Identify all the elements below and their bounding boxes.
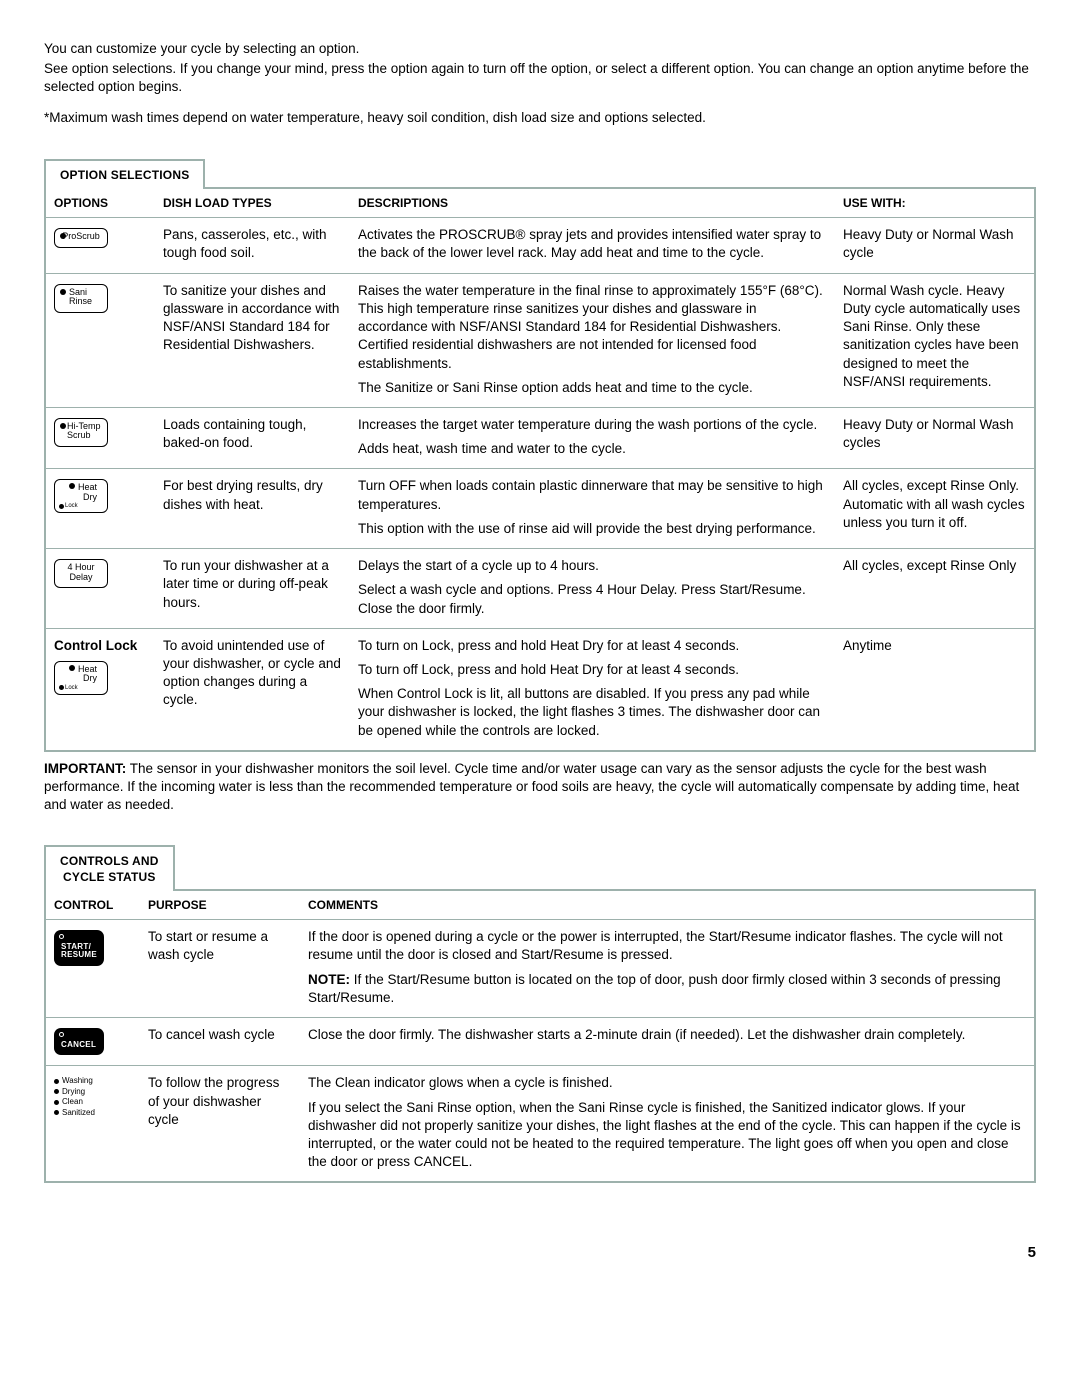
controllock-desc: To turn on Lock, press and hold Heat Dry… [350,628,835,751]
hitemp-dishload: Loads containing tough, baked-on food. [155,408,350,469]
cancel-icon: CANCEL [54,1028,104,1055]
status-comments: The Clean indicator glows when a cycle i… [300,1066,1035,1183]
controls-th-comments: COMMENTS [300,890,1035,920]
proscrub-icon: ProScrub [54,228,108,247]
proscrub-dishload: Pans, casseroles, etc., with tough food … [155,218,350,273]
heatdry-dishload: For best drying results, dry dishes with… [155,469,350,549]
page-number: 5 [44,1243,1036,1263]
options-th-descriptions: DESCRIPTIONS [350,188,835,218]
cancel-comments: Close the door firmly. The dishwasher st… [300,1017,1035,1065]
important-note: IMPORTANT: The sensor in your dishwasher… [44,760,1036,815]
four-hour-delay-icon: 4 Hour Delay [54,559,108,588]
start-comments: If the door is opened during a cycle or … [300,920,1035,1018]
delay-dishload: To run your dishwasher at a later time o… [155,549,350,629]
intro-footnote: *Maximum wash times depend on water temp… [44,109,1036,127]
controllock-dishload: To avoid unintended use of your dishwash… [155,628,350,751]
options-section-title: OPTION SELECTIONS [44,159,205,189]
sani-rinse-desc: Raises the water temperature in the fina… [350,273,835,407]
status-purpose: To follow the progress of your dishwashe… [140,1066,300,1183]
delay-usewith: All cycles, except Rinse Only [835,549,1035,629]
heat-dry-icon: Heat Dry Lock [54,479,108,513]
proscrub-usewith: Heavy Duty or Normal Wash cycle [835,218,1035,273]
control-lock-icon: Heat Dry Lock [54,661,108,695]
hitemp-desc: Increases the target water temperature d… [350,408,835,469]
controls-section-title: CONTROLS AND CYCLE STATUS [44,845,175,891]
delay-desc: Delays the start of a cycle up to 4 hour… [350,549,835,629]
sani-rinse-usewith: Normal Wash cycle. Heavy Duty cycle auto… [835,273,1035,407]
controls-table: CONTROL PURPOSE COMMENTS START/ RESUME T… [44,889,1036,1184]
options-th-dishload: DISH LOAD TYPES [155,188,350,218]
options-table: OPTIONS DISH LOAD TYPES DESCRIPTIONS USE… [44,187,1036,752]
start-purpose: To start or resume a wash cycle [140,920,300,1018]
controllock-usewith: Anytime [835,628,1035,751]
sani-rinse-icon: Sani Rinse [54,284,108,313]
cycle-status-icon: Washing Drying Clean Sanitized [54,1076,95,1118]
controls-th-purpose: PURPOSE [140,890,300,920]
sani-rinse-dishload: To sanitize your dishes and glassware in… [155,273,350,407]
hitemp-scrub-icon: Hi-Temp Scrub [54,418,108,447]
hitemp-usewith: Heavy Duty or Normal Wash cycles [835,408,1035,469]
intro-text: You can customize your cycle by selectin… [44,40,1036,127]
intro-p1: You can customize your cycle by selectin… [44,40,1036,58]
start-resume-icon: START/ RESUME [54,930,104,966]
options-th-options: OPTIONS [45,188,155,218]
proscrub-desc: Activates the PROSCRUB® spray jets and p… [350,218,835,273]
control-lock-title: Control Lock [54,637,147,655]
heatdry-desc: Turn OFF when loads contain plastic dinn… [350,469,835,549]
options-th-usewith: USE WITH: [835,188,1035,218]
heatdry-usewith: All cycles, except Rinse Only. Automatic… [835,469,1035,549]
intro-p2: See option selections. If you change you… [44,60,1036,96]
cancel-purpose: To cancel wash cycle [140,1017,300,1065]
controls-th-control: CONTROL [45,890,140,920]
